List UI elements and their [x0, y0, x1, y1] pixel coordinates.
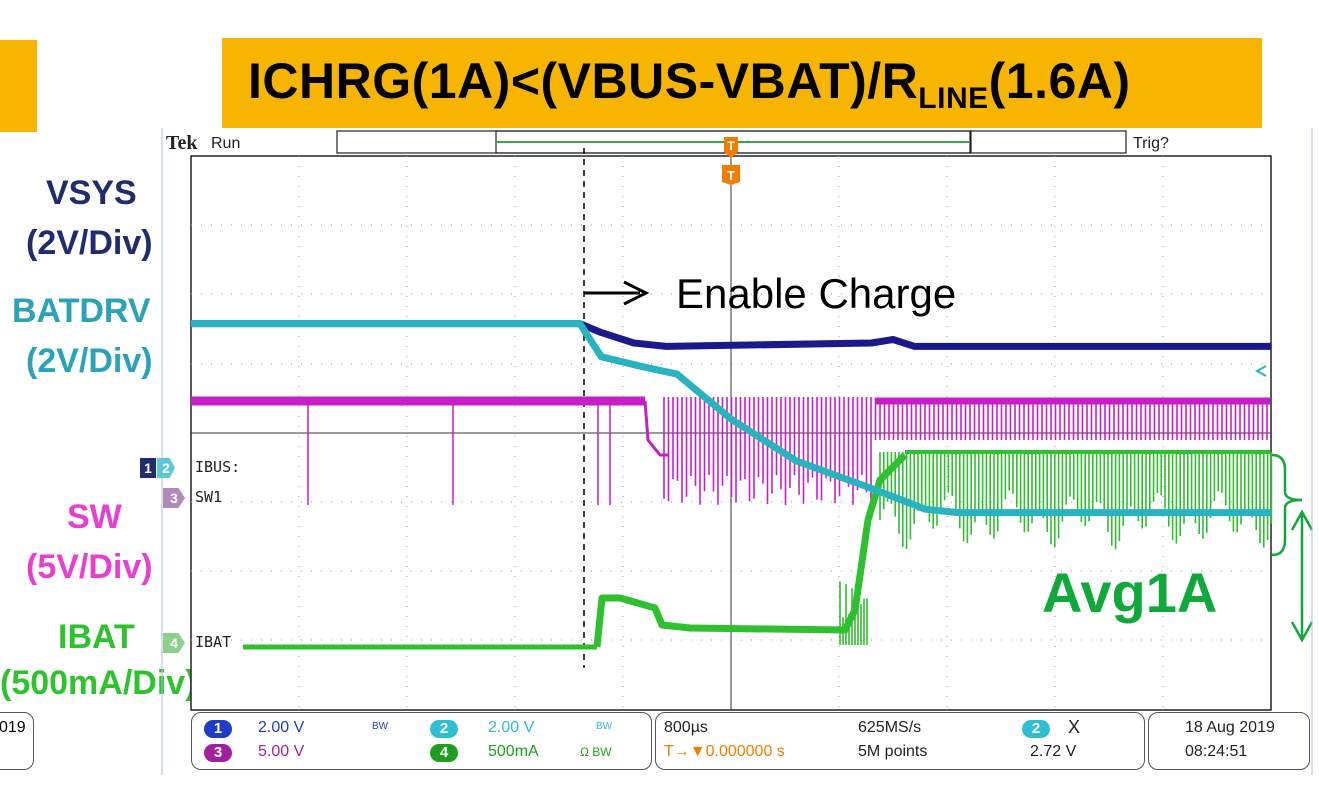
run-status: Run	[211, 135, 240, 152]
batdrv-scale-label: (2V/Div)	[26, 342, 153, 380]
trigger-position: T→▼0.000000 s	[664, 743, 785, 760]
ch4-marker: 4	[163, 633, 185, 653]
svg-text:T: T	[727, 168, 735, 183]
ch2-bw: BW	[596, 721, 613, 732]
sw-label: SW	[67, 498, 122, 536]
sample-rate: 625MS/s	[858, 719, 922, 736]
cursor-label: X	[1068, 717, 1081, 737]
chart-title: ICHRG(1A)<(VBUS-VBAT)/RLINE(1.6A)	[248, 53, 1131, 115]
enable-charge-annotation: Enable Charge	[676, 270, 957, 317]
vsys-label: VSYS	[46, 174, 137, 212]
ch4-scale: 500mA	[488, 743, 539, 760]
vsys-scale-label: (2V/Div)	[26, 224, 153, 262]
trig-box	[970, 130, 1127, 154]
sw1-marker-label: SW1	[195, 488, 223, 506]
ch2-scale: 2.00 V	[488, 719, 535, 736]
sw-scale-label: (5V/Div)	[26, 548, 153, 586]
avg-bracket	[1271, 453, 1314, 643]
svg-text:T: T	[727, 139, 735, 153]
record-length: 5M points	[858, 743, 928, 760]
ibat-scale-label: (500mA/Div)	[0, 664, 197, 702]
vsys-trace	[191, 320, 1271, 350]
cursor-ch-badge: 2	[1022, 720, 1050, 738]
ch3-scale: 5.00 V	[258, 743, 305, 760]
ch2-badge: 2	[430, 720, 458, 738]
ch3-badge: 3	[204, 744, 232, 762]
left-banner-fragment	[0, 40, 37, 132]
ch1-marker: 1	[140, 458, 156, 478]
timebase-readout-panel: 800µs T→▼0.000000 s 625MS/s 5M points 2 …	[655, 712, 1145, 770]
ibat-trace-ramp	[593, 452, 908, 648]
vsys-trace-group	[191, 320, 1271, 350]
ch4-bw: Ω BW	[580, 745, 612, 759]
ch1-badge: 1	[204, 720, 232, 738]
ch2-level-marker	[1254, 365, 1267, 377]
sw-switching-burst	[663, 397, 1268, 505]
ch1-bw: BW	[372, 721, 389, 732]
ibat-label: IBAT	[58, 618, 135, 656]
batdrv-label: BATDRV	[12, 292, 151, 330]
tek-logo: Tek	[166, 132, 198, 154]
timebase-value: 800µs	[664, 719, 708, 736]
trigger-marker: T T	[722, 137, 740, 185]
ch3-marker: 3	[163, 488, 185, 508]
time-text: 08:24:51	[1185, 743, 1248, 760]
trig-status: Trig?	[1133, 135, 1169, 152]
ibus-marker-label: IBUS:	[195, 458, 241, 476]
cropped-date-panel: 019	[0, 712, 34, 770]
avg-current-annotation: Avg1A	[1042, 561, 1218, 624]
batdrv-trace	[191, 320, 1271, 517]
channel-readout-panel: 1 2.00 V BW 2 2.00 V BW 3 5.00 V 4 500mA…	[191, 712, 652, 770]
title-banner: ICHRG(1A)<(VBUS-VBAT)/RLINE(1.6A)	[222, 38, 1262, 134]
ch1-scale: 2.00 V	[258, 719, 305, 736]
sw-trace-group	[191, 396, 1270, 505]
ch4-badge: 4	[430, 744, 458, 762]
cursor-value: 2.72 V	[1030, 743, 1077, 760]
enable-arrow	[584, 280, 650, 306]
datetime-panel: 18 Aug 2019 08:24:51	[1148, 712, 1310, 770]
ibat-trace-group	[243, 450, 1273, 650]
ch2-marker: 2	[157, 458, 175, 478]
ibat-marker-label: IBAT	[195, 633, 232, 651]
batdrv-trace-group	[191, 320, 1271, 517]
date-text: 18 Aug 2019	[1185, 719, 1275, 736]
ibat-ripple	[839, 452, 1273, 645]
